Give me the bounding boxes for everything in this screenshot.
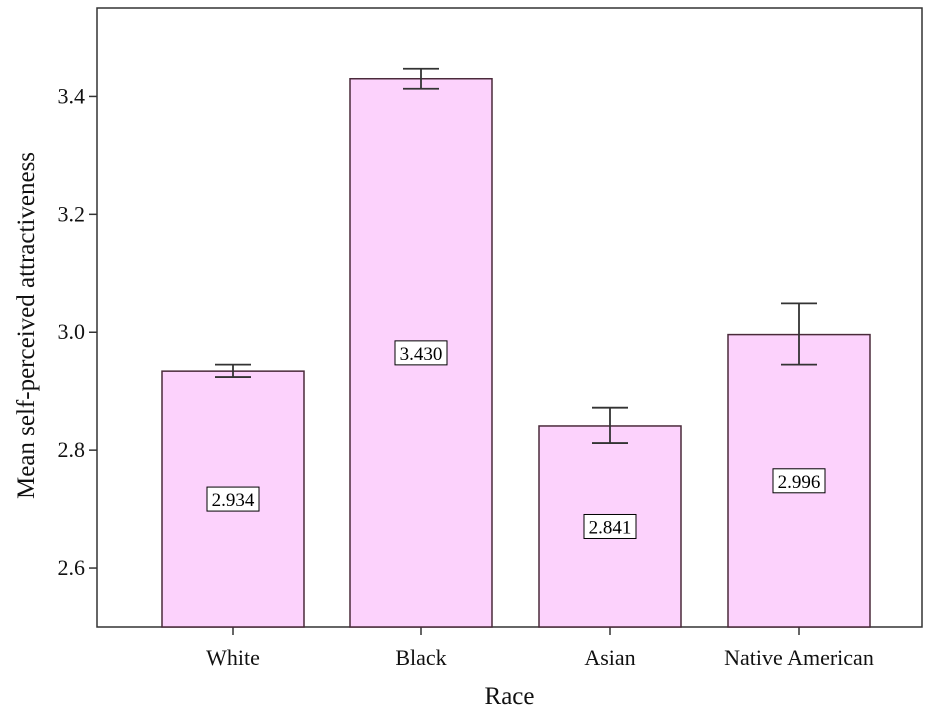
- svg-text:3.430: 3.430: [400, 344, 443, 365]
- x-tick-label: White: [206, 645, 260, 670]
- svg-text:2.934: 2.934: [212, 490, 255, 511]
- y-tick-label: 3.0: [58, 319, 86, 344]
- x-axis: White Black Asian Native American: [206, 627, 874, 670]
- error-bar: [403, 67, 439, 90]
- x-tick-label: Native American: [724, 645, 874, 670]
- x-tick-label: Asian: [584, 645, 635, 670]
- y-tick-label: 3.4: [58, 83, 86, 108]
- y-axis-title: Mean self-perceived attractiveness: [13, 152, 40, 499]
- x-axis-title: Race: [485, 683, 535, 710]
- data-label: 2.996: [772, 468, 826, 494]
- plot-frame: [96, 7, 923, 628]
- value-labels: 2.934 3.430 2.841 2.996: [206, 340, 826, 539]
- error-bars: [215, 67, 817, 444]
- data-label: 3.430: [394, 340, 448, 366]
- y-tick-label: 2.6: [58, 555, 86, 580]
- y-axis: 2.6 2.8 3.0 3.2 3.4: [58, 83, 97, 580]
- error-bar: [592, 406, 628, 444]
- x-tick-label: Black: [395, 645, 446, 670]
- data-label: 2.841: [583, 513, 637, 539]
- error-bar: [781, 302, 817, 366]
- error-bar: [215, 363, 251, 378]
- svg-text:2.996: 2.996: [778, 472, 821, 493]
- svg-text:2.841: 2.841: [589, 517, 632, 538]
- y-tick-label: 2.8: [58, 437, 86, 462]
- data-label: 2.934: [206, 486, 260, 512]
- y-tick-label: 3.2: [58, 201, 86, 226]
